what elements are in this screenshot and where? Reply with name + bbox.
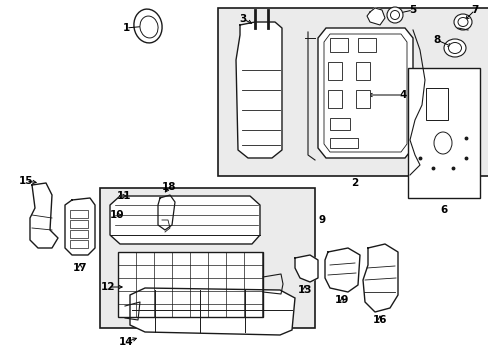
Ellipse shape bbox=[386, 7, 402, 23]
Bar bbox=[355, 62, 369, 80]
Text: 19: 19 bbox=[334, 295, 348, 305]
Text: 18: 18 bbox=[162, 182, 176, 192]
Polygon shape bbox=[158, 195, 175, 230]
Polygon shape bbox=[118, 252, 263, 317]
Bar bbox=[355, 90, 369, 108]
Bar bbox=[70, 230, 88, 238]
Ellipse shape bbox=[447, 42, 461, 54]
Text: 1: 1 bbox=[122, 23, 129, 33]
Ellipse shape bbox=[433, 132, 451, 154]
Text: 11: 11 bbox=[117, 191, 131, 201]
Text: 8: 8 bbox=[432, 35, 440, 45]
Text: 13: 13 bbox=[297, 285, 312, 295]
Bar bbox=[357, 38, 375, 52]
Polygon shape bbox=[65, 198, 95, 255]
Ellipse shape bbox=[443, 39, 465, 57]
Bar bbox=[407, 68, 479, 198]
Polygon shape bbox=[325, 248, 359, 292]
Text: 2: 2 bbox=[351, 178, 358, 188]
Ellipse shape bbox=[390, 10, 399, 19]
Text: 6: 6 bbox=[440, 205, 447, 215]
Ellipse shape bbox=[457, 18, 467, 27]
Text: 15: 15 bbox=[19, 176, 33, 186]
Polygon shape bbox=[30, 183, 58, 248]
Text: 5: 5 bbox=[408, 5, 416, 15]
Bar bbox=[70, 220, 88, 228]
Text: 14: 14 bbox=[119, 337, 133, 347]
Polygon shape bbox=[366, 8, 384, 25]
Ellipse shape bbox=[134, 9, 162, 43]
Bar bbox=[70, 210, 88, 218]
Bar bbox=[218, 8, 488, 176]
Polygon shape bbox=[362, 244, 397, 312]
Bar bbox=[100, 188, 314, 328]
Polygon shape bbox=[110, 196, 260, 244]
Text: 7: 7 bbox=[470, 5, 478, 15]
Bar bbox=[425, 88, 447, 120]
Bar bbox=[70, 240, 88, 248]
Polygon shape bbox=[294, 255, 317, 282]
Bar bbox=[327, 90, 341, 108]
Polygon shape bbox=[317, 28, 412, 158]
Text: 17: 17 bbox=[73, 263, 87, 273]
Bar bbox=[329, 38, 347, 52]
Ellipse shape bbox=[453, 14, 471, 30]
Text: 10: 10 bbox=[109, 210, 124, 220]
Ellipse shape bbox=[140, 16, 158, 38]
Bar bbox=[329, 118, 349, 130]
Bar bbox=[118, 252, 263, 317]
Text: 4: 4 bbox=[399, 90, 406, 100]
Text: 9: 9 bbox=[318, 215, 325, 225]
Text: 3: 3 bbox=[239, 14, 246, 24]
Text: 16: 16 bbox=[372, 315, 386, 325]
Polygon shape bbox=[236, 22, 282, 158]
Bar bbox=[327, 62, 341, 80]
Bar bbox=[329, 138, 357, 148]
Text: 12: 12 bbox=[101, 282, 115, 292]
Polygon shape bbox=[130, 288, 294, 335]
